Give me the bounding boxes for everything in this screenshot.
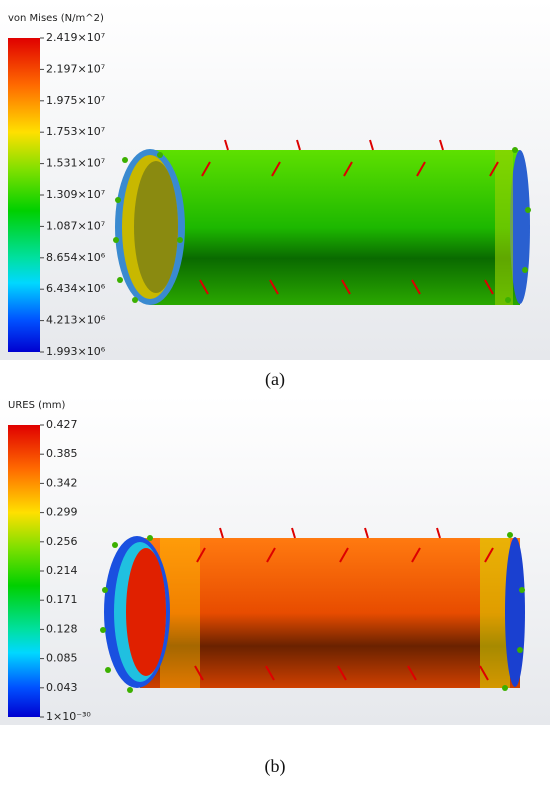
colorbar-label: 0.299 bbox=[46, 506, 78, 519]
colorbar-label: 8.654×10⁶ bbox=[46, 251, 106, 264]
colorbar-label: 1×10⁻³⁰ bbox=[46, 710, 91, 723]
legend-title: URES (mm) bbox=[8, 400, 65, 411]
colorbar-label: 1.531×10⁷ bbox=[46, 157, 105, 170]
colorbar-label: 0.085 bbox=[46, 652, 78, 665]
colorbar-label: 1.087×10⁷ bbox=[46, 219, 105, 232]
panel-caption: (b) bbox=[265, 756, 286, 777]
colorbar-label: 1.753×10⁷ bbox=[46, 125, 105, 138]
legend-title: von Mises (N/m^2) bbox=[8, 13, 104, 24]
colorbar-label: 0.043 bbox=[46, 681, 78, 694]
colorbar-label: 1.309×10⁷ bbox=[46, 188, 105, 201]
colorbar-label: 1.993×10⁶ bbox=[46, 345, 106, 358]
colorbar-label: 0.342 bbox=[46, 476, 78, 489]
colorbar-label: 0.256 bbox=[46, 535, 78, 548]
colorbar-label: 4.213×10⁶ bbox=[46, 314, 106, 327]
colorbar-label: 0.385 bbox=[46, 447, 78, 460]
colorbar-label: 6.434×10⁶ bbox=[46, 282, 106, 295]
colorbar-label: 0.427 bbox=[46, 418, 78, 431]
panel-caption: (a) bbox=[265, 369, 285, 390]
colorbar-label: 0.171 bbox=[46, 593, 78, 606]
cylinder-model bbox=[100, 527, 525, 693]
colorbar-label: 0.128 bbox=[46, 622, 78, 635]
colorbar bbox=[8, 425, 40, 717]
colorbar-label: 2.419×10⁷ bbox=[46, 31, 105, 44]
cylinder-model bbox=[113, 139, 531, 305]
colorbar-label: 2.197×10⁷ bbox=[46, 62, 105, 75]
colorbar bbox=[8, 38, 40, 352]
colorbar-label: 1.975×10⁷ bbox=[46, 94, 105, 107]
colorbar-label: 0.214 bbox=[46, 564, 78, 577]
